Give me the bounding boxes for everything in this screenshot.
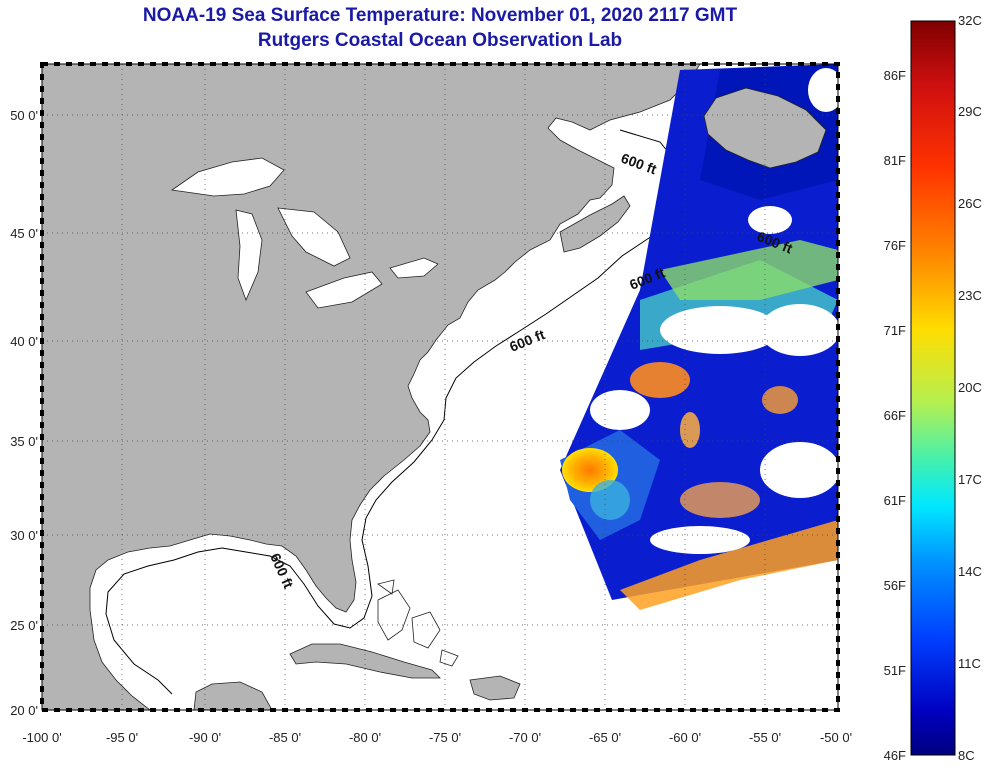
lon-tick-label: -75 0'	[429, 730, 461, 745]
yucatan-land	[193, 681, 273, 710]
lat-tick-label: 40 0'	[10, 334, 38, 349]
hispaniola-land	[469, 675, 521, 701]
colorbar-celsius-label: 17C	[958, 472, 982, 487]
temperature-colorbar: 32C 29C 26C 23C 20C 17C 14C 11C 8C 86F 8…	[884, 13, 982, 763]
colorbar-fahrenheit-label: 61F	[884, 493, 906, 508]
colorbar-fahrenheit-label: 51F	[884, 663, 906, 678]
great-lakes	[170, 157, 439, 309]
lon-tick-label: -70 0'	[509, 730, 541, 745]
colorbar-fahrenheit-label: 76F	[884, 238, 906, 253]
colorbar-fahrenheit-label: 71F	[884, 323, 906, 338]
lat-tick-label: 20 0'	[10, 703, 38, 718]
map-title: NOAA-19 Sea Surface Temperature: Novembe…	[142, 5, 738, 26]
lon-tick-label: -95 0'	[106, 730, 138, 745]
colorbar-celsius-label: 23C	[958, 288, 982, 303]
colorbar-fahrenheit-label: 56F	[884, 578, 906, 593]
lat-tick-label: 30 0'	[10, 528, 38, 543]
lat-tick-label: 25 0'	[10, 618, 38, 633]
colorbar-celsius-label: 32C	[958, 13, 982, 28]
colorbar-celsius-label: 14C	[958, 564, 982, 579]
lon-tick-label: -80 0'	[349, 730, 381, 745]
depth-contour-600ft	[105, 129, 689, 695]
colorbar-fahrenheit-label: 66F	[884, 408, 906, 423]
colorbar-celsius-label: 20C	[958, 380, 982, 395]
bahamas-islands	[377, 579, 459, 667]
lon-tick-label: -55 0'	[749, 730, 781, 745]
colorbar-fahrenheit-label: 46F	[884, 748, 906, 763]
lon-tick-label: -65 0'	[589, 730, 621, 745]
lat-tick-label: 50 0'	[10, 108, 38, 123]
longitude-axis: -100 0' -95 0' -90 0' -85 0' -80 0' -75 …	[22, 730, 852, 745]
nova-scotia-land	[559, 195, 631, 253]
colorbar-gradient	[910, 20, 956, 756]
latitude-axis: 50 0' 45 0' 40 0' 35 0' 30 0' 25 0' 20 0…	[10, 108, 38, 718]
lon-tick-label: -90 0'	[189, 730, 221, 745]
colorbar-celsius-label: 8C	[958, 748, 975, 763]
lon-tick-label: -85 0'	[269, 730, 301, 745]
newfoundland-overlay	[703, 87, 827, 169]
north-america-land	[42, 64, 701, 710]
cuba-land	[289, 643, 441, 679]
lon-tick-label: -60 0'	[669, 730, 701, 745]
colorbar-fahrenheit-label: 86F	[884, 68, 906, 83]
colorbar-fahrenheit-label: 81F	[884, 153, 906, 168]
colorbar-celsius-label: 29C	[958, 104, 982, 119]
lon-tick-label: -100 0'	[22, 730, 61, 745]
lat-tick-label: 35 0'	[10, 434, 38, 449]
map-frame	[40, 62, 840, 712]
colorbar-celsius-label: 26C	[958, 196, 982, 211]
lon-tick-label: -50 0'	[820, 730, 852, 745]
map-subtitle: Rutgers Coastal Ocean Observation Lab	[257, 30, 623, 51]
lat-tick-label: 45 0'	[10, 226, 38, 241]
colorbar-celsius-label: 11C	[958, 656, 981, 671]
